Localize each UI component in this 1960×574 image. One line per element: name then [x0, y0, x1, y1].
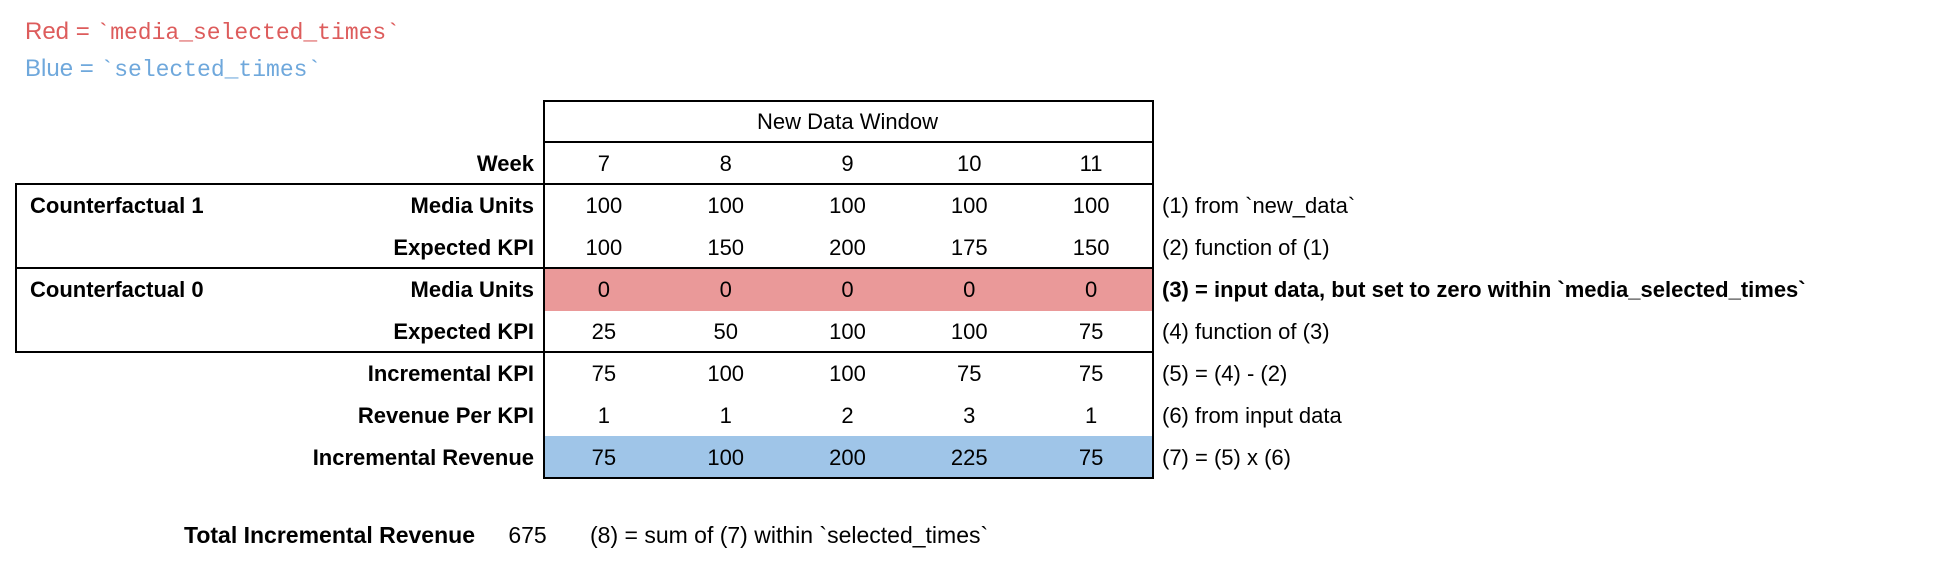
annotation-2: (2) function of (1): [1162, 235, 1330, 260]
row-label-incremental-revenue: Incremental Revenue: [312, 445, 534, 470]
annotation-3: (3) = input data, but set to zero within…: [1162, 277, 1806, 302]
row-label-media-units-cf1: Media Units: [410, 193, 534, 218]
legend-blue-line: Blue = `selected_times`: [25, 53, 321, 85]
group-label-counterfactual-1: Counterfactual 1: [30, 193, 204, 218]
week-row: 7 8 9 10 11: [543, 143, 1152, 185]
cell-value: 100: [707, 445, 745, 470]
cell-value: 75: [1078, 319, 1104, 344]
border-line: [543, 477, 1154, 479]
cell-value: 100: [585, 193, 623, 218]
border-line: [543, 100, 1154, 102]
table-row: 100 100 100 100 100: [543, 185, 1152, 227]
table-row-blue: 75 100 200 225 75: [543, 437, 1152, 479]
week-value: 8: [719, 151, 732, 176]
cell-value: 150: [707, 235, 745, 260]
legend-equals: =: [73, 55, 101, 82]
cell-value: 100: [1072, 193, 1110, 218]
table-row: 25 50 100 100 75: [543, 311, 1152, 353]
legend-equals: =: [69, 18, 97, 45]
cell-value: 100: [829, 319, 866, 344]
blue-highlight-selected-times: [545, 436, 1152, 477]
cell-value: 0: [719, 277, 732, 302]
row-label-incremental-kpi: Incremental KPI: [367, 361, 534, 386]
annotation-5: (5) = (4) - (2): [1162, 361, 1288, 386]
cell-value: 100: [707, 193, 745, 218]
total-incremental-revenue-value: 675: [508, 522, 547, 548]
border-line: [543, 100, 545, 479]
cell-value: 1: [597, 403, 611, 428]
cell-value: 2: [841, 403, 854, 428]
border-line: [543, 141, 1154, 143]
cell-value: 0: [597, 277, 611, 302]
legend-red-code: `media_selected_times`: [96, 20, 401, 46]
border-line: [15, 183, 17, 353]
legend-red-label: Red: [25, 18, 70, 45]
week-value: 10: [957, 151, 982, 176]
table-row: 1 1 2 3 1: [543, 395, 1152, 437]
annotation-1: (1) from `new_data`: [1162, 193, 1356, 218]
annotation-4: (4) function of (3): [1162, 319, 1330, 344]
row-label-media-units-cf0: Media Units: [410, 277, 534, 302]
cell-value: 0: [841, 277, 854, 302]
cell-value: 100: [950, 193, 988, 218]
cell-value: 1: [1084, 403, 1098, 428]
border-line: [15, 183, 1154, 185]
table-header: New Data Window: [757, 109, 938, 134]
week-value: 11: [1079, 151, 1103, 176]
annotation-6: (6) from input data: [1162, 403, 1342, 428]
cell-value: 100: [950, 319, 988, 344]
group-label-counterfactual-0: Counterfactual 0: [30, 277, 204, 302]
week-value: 9: [841, 151, 854, 176]
cell-value: 200: [829, 445, 866, 470]
cell-value: 25: [591, 319, 617, 344]
cell-value: 50: [713, 319, 738, 344]
annotation-8: (8) = sum of (7) within `selected_times`: [590, 522, 989, 548]
total-incremental-revenue-label: Total Incremental Revenue: [184, 522, 475, 548]
cell-value: 100: [585, 235, 623, 260]
border-line: [1152, 100, 1154, 479]
legend-blue-label: Blue: [25, 55, 74, 82]
cell-value: 100: [829, 193, 866, 218]
cell-value: 75: [1078, 445, 1104, 470]
row-label-expected-kpi-cf0: Expected KPI: [393, 319, 534, 344]
week-label: Week: [476, 151, 534, 176]
cell-value: 175: [950, 235, 988, 260]
cell-value: 225: [950, 445, 988, 470]
cell-value: 75: [957, 361, 982, 386]
table-row-red: 0 0 0 0 0: [543, 269, 1152, 311]
cell-value: 0: [1084, 277, 1098, 302]
cell-value: 0: [963, 277, 976, 302]
table-row: 75 100 100 75 75: [543, 353, 1152, 395]
row-label-revenue-per-kpi: Revenue Per KPI: [357, 403, 534, 428]
cell-value: 200: [829, 235, 866, 260]
border-line: [15, 267, 1154, 269]
red-highlight-media-selected-times: [545, 269, 1152, 311]
annotation-7: (7) = (5) x (6): [1162, 445, 1291, 470]
border-line: [15, 351, 1154, 353]
week-value: 7: [597, 151, 611, 176]
cell-value: 150: [1072, 235, 1110, 260]
legend-red-line: Red = `media_selected_times`: [25, 16, 400, 48]
table-row: 100 150 200 175 150: [543, 227, 1152, 269]
cell-value: 75: [1078, 361, 1104, 386]
legend-blue-code: `selected_times`: [100, 57, 322, 83]
cell-value: 3: [963, 403, 976, 428]
cell-value: 100: [707, 361, 745, 386]
row-label-expected-kpi-cf1: Expected KPI: [393, 235, 534, 260]
cell-value: 100: [829, 361, 866, 386]
cell-value: 1: [719, 403, 732, 428]
cell-value: 75: [591, 361, 617, 386]
cell-value: 75: [591, 445, 617, 470]
